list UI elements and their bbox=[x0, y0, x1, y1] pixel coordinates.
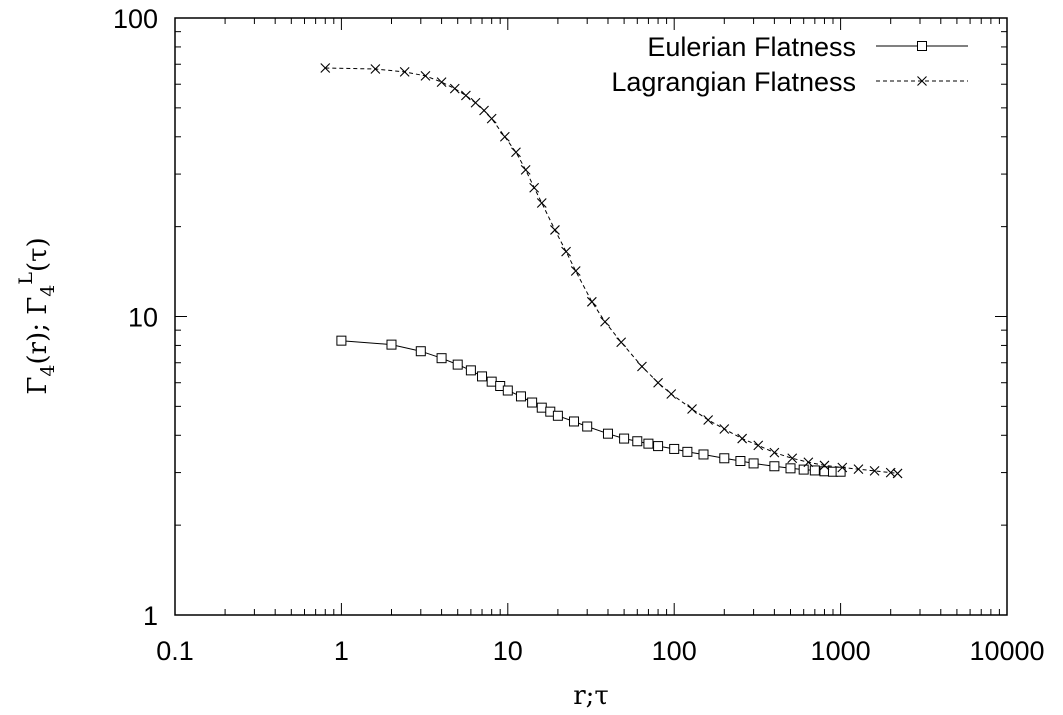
data-point-cross bbox=[550, 225, 560, 235]
series-layer bbox=[320, 63, 903, 479]
legend-label: Eulerian Flatness bbox=[647, 32, 856, 62]
data-point-square bbox=[582, 421, 593, 432]
data-point-cross bbox=[719, 424, 730, 434]
data-point-square bbox=[515, 391, 526, 402]
data-point-cross bbox=[687, 404, 697, 414]
data-point-cross bbox=[666, 389, 677, 399]
data-point-square bbox=[735, 456, 746, 467]
data-point-cross bbox=[511, 147, 521, 158]
legend-entry: Eulerian Flatness bbox=[647, 32, 968, 62]
data-point-square bbox=[415, 346, 426, 357]
y-tick-label: 10 bbox=[128, 303, 158, 333]
data-point-cross bbox=[769, 447, 780, 458]
data-point-square bbox=[569, 416, 580, 427]
data-point-cross bbox=[703, 415, 714, 425]
data-point-square bbox=[386, 339, 397, 350]
data-point-square bbox=[653, 441, 664, 452]
data-point-square bbox=[536, 402, 547, 413]
data-point-cross bbox=[853, 464, 864, 475]
plot-frame bbox=[174, 17, 1008, 616]
data-point-square bbox=[835, 466, 846, 477]
data-point-cross bbox=[917, 76, 927, 86]
x-tick-label: 1000 bbox=[811, 636, 871, 666]
data-point-square bbox=[502, 385, 513, 396]
data-point-cross bbox=[869, 465, 880, 476]
data-point-square bbox=[336, 335, 347, 346]
data-point-cross bbox=[520, 164, 531, 175]
data-point-cross bbox=[470, 97, 481, 108]
data-point-cross bbox=[803, 457, 814, 468]
data-point-square bbox=[527, 397, 538, 408]
legend-entry: Lagrangian Flatness bbox=[611, 67, 968, 97]
data-point-square bbox=[619, 433, 630, 444]
data-point-cross bbox=[570, 266, 581, 276]
y-axis-title: Γ4(r); Γ4L(τ) bbox=[15, 237, 59, 394]
y-tick-label: 100 bbox=[113, 4, 158, 34]
data-point-square bbox=[552, 410, 563, 421]
x-tick-label: 10 bbox=[493, 636, 523, 666]
data-point-cross bbox=[837, 462, 848, 473]
axis-ticks bbox=[174, 18, 1008, 616]
axis-tick-labels: 0.1 1 10 100 1000 10000 1 10 100 bbox=[113, 4, 1045, 666]
data-point-cross bbox=[499, 131, 510, 142]
data-point-cross bbox=[586, 296, 597, 307]
data-point-square bbox=[602, 428, 613, 439]
data-point-square bbox=[785, 463, 796, 474]
data-point-cross bbox=[320, 63, 331, 73]
data-point-cross bbox=[892, 468, 903, 479]
data-point-square bbox=[452, 359, 463, 370]
data-point-cross bbox=[399, 66, 410, 77]
data-point-cross bbox=[479, 105, 489, 116]
x-tick-label: 100 bbox=[652, 636, 697, 666]
data-point-square bbox=[669, 443, 680, 454]
data-point-square bbox=[769, 461, 780, 472]
data-point-square bbox=[748, 458, 759, 469]
data-point-cross bbox=[787, 453, 798, 464]
data-point-cross bbox=[529, 182, 540, 193]
data-point-square bbox=[917, 41, 927, 51]
legend: Eulerian Flatness Lagrangian Flatness bbox=[611, 32, 968, 97]
data-point-cross bbox=[449, 83, 460, 94]
data-point-cross bbox=[753, 440, 764, 451]
series-line bbox=[325, 67, 898, 474]
data-point-square bbox=[809, 465, 820, 476]
data-point-square bbox=[436, 353, 447, 364]
data-point-cross bbox=[420, 70, 431, 81]
data-point-cross bbox=[436, 77, 447, 87]
data-point-cross bbox=[637, 361, 647, 372]
x-tick-label: 10000 bbox=[969, 636, 1044, 666]
x-axis-title: r;τ bbox=[573, 681, 609, 711]
data-point-square bbox=[682, 446, 693, 457]
data-point-cross bbox=[819, 460, 830, 471]
data-point-cross bbox=[486, 113, 497, 124]
series-line bbox=[341, 340, 841, 473]
data-point-square bbox=[643, 438, 654, 449]
y-tick-label: 1 bbox=[143, 601, 158, 631]
data-point-cross bbox=[561, 246, 571, 257]
series-eulerian-flatness bbox=[336, 335, 846, 477]
data-point-square bbox=[632, 436, 643, 447]
data-point-cross bbox=[653, 377, 663, 388]
data-point-cross bbox=[616, 337, 627, 348]
data-point-square bbox=[465, 365, 476, 376]
x-tick-label: 1 bbox=[334, 636, 349, 666]
series-lagrangian-flatness bbox=[320, 63, 903, 479]
data-point-square bbox=[486, 376, 497, 387]
x-tick-label: 0.1 bbox=[156, 636, 194, 666]
data-point-square bbox=[719, 453, 730, 464]
legend-label: Lagrangian Flatness bbox=[611, 67, 856, 97]
data-point-cross bbox=[536, 198, 547, 208]
data-point-cross bbox=[737, 433, 748, 444]
data-point-cross bbox=[600, 316, 610, 327]
svg-text:Γ4(r); Γ4L(τ): Γ4(r); Γ4L(τ) bbox=[15, 237, 59, 394]
data-point-square bbox=[798, 464, 809, 475]
data-point-cross bbox=[370, 64, 381, 74]
data-point-square bbox=[698, 449, 709, 460]
data-point-cross bbox=[461, 90, 471, 101]
data-point-square bbox=[477, 371, 488, 382]
